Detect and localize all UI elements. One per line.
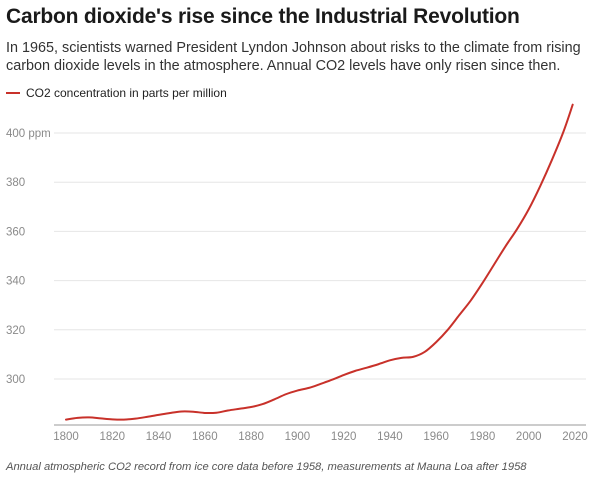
x-tick-label: 1900 <box>285 431 311 443</box>
legend-swatch <box>6 92 20 94</box>
x-tick-label: 1880 <box>238 431 264 443</box>
x-tick-label: 2000 <box>516 431 542 443</box>
co2-series-line <box>65 103 574 421</box>
y-tick-label: 340 <box>6 276 25 288</box>
x-tick-label: 2020 <box>562 431 588 443</box>
x-tick-label: 1980 <box>470 431 496 443</box>
y-tick-label: 300 <box>6 374 25 386</box>
y-tick-label: 320 <box>6 325 25 337</box>
chart-title: Carbon dioxide's rise since the Industri… <box>6 5 520 28</box>
x-tick-label: 1840 <box>146 431 172 443</box>
x-tick-label: 1820 <box>99 431 125 443</box>
chart-source-note: Annual atmospheric CO2 record from ice c… <box>6 461 527 473</box>
chart-subtitle: In 1965, scientists warned President Lyn… <box>6 40 581 74</box>
x-tick-label: 1800 <box>53 431 79 443</box>
chart-legend: CO2 concentration in parts per million <box>6 85 227 101</box>
x-tick-label: 1940 <box>377 431 403 443</box>
x-tick-label: 1860 <box>192 431 218 443</box>
x-tick-label: 1920 <box>331 431 357 443</box>
y-tick-label: 380 <box>6 177 25 189</box>
x-tick-label: 1960 <box>423 431 449 443</box>
legend-label: CO2 concentration in parts per million <box>26 86 227 100</box>
y-tick-label: 360 <box>6 226 25 238</box>
y-tick-label: 400 ppm <box>6 128 51 140</box>
